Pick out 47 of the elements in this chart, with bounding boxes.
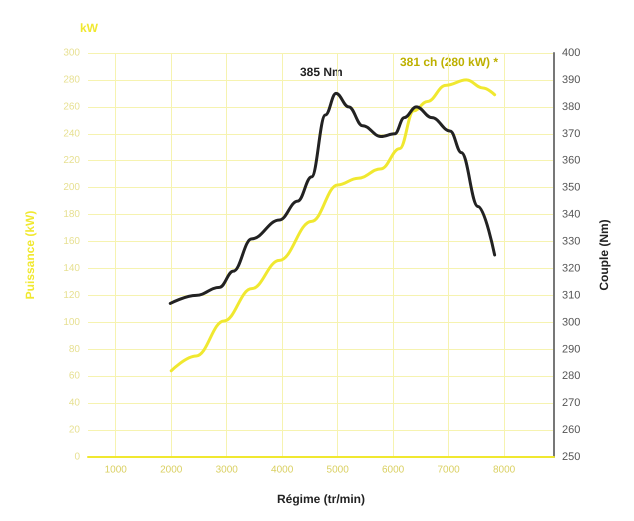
y2-tick-label: 320: [562, 262, 580, 274]
x-tick-label: 6000: [382, 464, 405, 476]
y2-tick-label: 260: [562, 424, 580, 436]
y-tick-label: 300: [63, 48, 80, 58]
x-tick-label: 3000: [216, 464, 238, 476]
y-tick-label: 20: [68, 424, 80, 436]
y-tick-label: 260: [63, 101, 80, 112]
y2-tick-label: 350: [562, 182, 580, 194]
y-tick-label: 120: [63, 290, 80, 301]
y-axis-title: Puissance (kW): [23, 210, 37, 300]
y-tick-label: 60: [68, 370, 80, 382]
y-tick-label: 0: [74, 452, 80, 462]
x-axis-title: Régime (tr/min): [276, 492, 366, 506]
y2-tick-label: 390: [562, 74, 580, 86]
y-tick-label: 80: [68, 344, 80, 355]
annotation: 381 ch (280 kW) *: [400, 55, 498, 69]
y2-tick-label: 300: [562, 316, 580, 328]
x-tick-label: 2000: [160, 464, 183, 476]
y-tick-label: 140: [63, 262, 80, 274]
y2-tick-label: 370: [562, 128, 580, 140]
y2-axis-title: Couple (Nm): [597, 219, 611, 291]
text: kW: [80, 21, 99, 35]
y2-tick-label: 250: [562, 451, 580, 463]
y-tick-label: 200: [63, 182, 80, 194]
x-tick-label: 4000: [271, 464, 294, 476]
y2-tick-label: 340: [562, 208, 580, 221]
y-tick-label: 280: [63, 74, 80, 86]
y2-tick-label: 310: [562, 289, 580, 302]
y-tick-label: 220: [63, 155, 80, 166]
y-tick-label: 160: [63, 236, 80, 248]
x-tick-label: 7000: [437, 464, 460, 476]
y2-tick-label: 280: [562, 370, 580, 382]
line-series: [170, 78, 496, 372]
y2-tick-label: 330: [562, 236, 580, 248]
x-tick-label: 8000: [492, 464, 516, 476]
y-tick-label: 240: [63, 128, 80, 140]
y2-tick-label: 270: [562, 397, 580, 410]
y2-tick-label: 290: [562, 343, 580, 356]
y-tick-label: 100: [63, 316, 80, 328]
y2-tick-label: 400: [562, 47, 580, 59]
y-tick-label: 40: [68, 398, 80, 409]
y2-tick-label: 380: [562, 100, 580, 113]
line-series: [168, 92, 496, 305]
x-tick-label: 1000: [104, 464, 128, 476]
y2-tick-label: 360: [562, 154, 580, 167]
y-tick-label: 180: [63, 209, 80, 220]
x-tick-label: 5000: [326, 464, 350, 476]
